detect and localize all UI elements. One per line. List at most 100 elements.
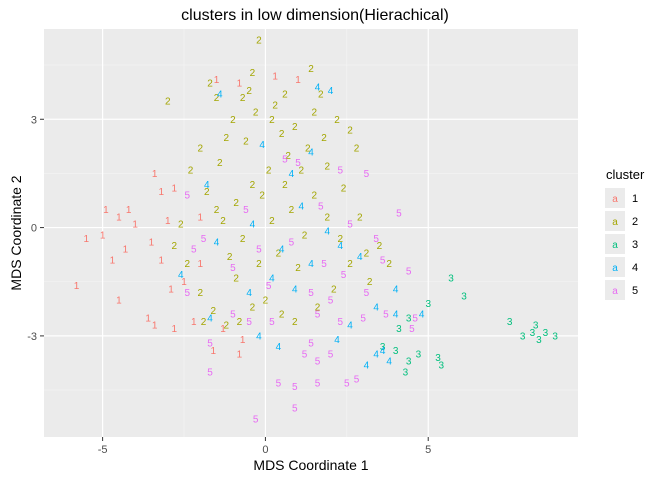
x-tick-label: 0 bbox=[262, 444, 268, 456]
point: 3 bbox=[406, 357, 412, 368]
point: 1 bbox=[211, 346, 217, 357]
point: 2 bbox=[331, 284, 337, 295]
y-axis-title: MDS Coordinate 2 bbox=[8, 175, 24, 290]
point: 2 bbox=[198, 288, 204, 299]
point: 2 bbox=[269, 216, 275, 227]
point: 2 bbox=[165, 97, 171, 108]
point: 1 bbox=[295, 75, 301, 86]
point: 4 bbox=[276, 342, 282, 353]
point: 1 bbox=[84, 234, 90, 245]
point: 2 bbox=[240, 93, 246, 104]
point: 2 bbox=[282, 180, 288, 191]
point: 5 bbox=[341, 270, 347, 281]
point: 2 bbox=[279, 310, 285, 321]
point: 1 bbox=[132, 219, 138, 230]
point: 5 bbox=[315, 378, 321, 389]
legend-key bbox=[605, 257, 625, 277]
point: 2 bbox=[227, 252, 233, 263]
point: 2 bbox=[188, 165, 194, 176]
point: 4 bbox=[380, 346, 386, 357]
point: 2 bbox=[282, 89, 288, 100]
point: 2 bbox=[324, 162, 330, 173]
point: 2 bbox=[285, 151, 291, 162]
legend: cluster a 1 a 2 a 3 a 4 a 5 bbox=[605, 167, 645, 300]
point: 2 bbox=[364, 248, 370, 259]
point: 4 bbox=[419, 310, 425, 321]
point: 2 bbox=[256, 35, 262, 46]
point: 2 bbox=[289, 205, 295, 216]
point: 1 bbox=[181, 277, 187, 288]
point: 2 bbox=[311, 191, 317, 202]
point: 5 bbox=[308, 288, 314, 299]
point: 1 bbox=[165, 216, 171, 227]
point: 2 bbox=[292, 122, 298, 133]
point: 5 bbox=[207, 368, 213, 379]
point: 5 bbox=[409, 324, 415, 335]
point: 2 bbox=[233, 274, 239, 285]
point: 3 bbox=[438, 360, 444, 371]
point: 1 bbox=[74, 281, 80, 292]
point: 5 bbox=[292, 382, 298, 393]
y-tick-label: 0 bbox=[31, 223, 37, 235]
point: 2 bbox=[263, 295, 269, 306]
x-axis-ticks: -5 0 5 bbox=[98, 437, 431, 456]
point: 4 bbox=[393, 284, 399, 295]
point: 1 bbox=[214, 75, 220, 86]
point: 1 bbox=[103, 205, 109, 216]
point: 2 bbox=[315, 303, 321, 314]
legend-label: 2 bbox=[632, 216, 638, 228]
point: 1 bbox=[145, 313, 151, 324]
point: 4 bbox=[334, 335, 340, 346]
point: 5 bbox=[406, 266, 412, 277]
point: 3 bbox=[507, 317, 513, 328]
point: 5 bbox=[191, 245, 197, 256]
point: 4 bbox=[279, 245, 285, 256]
point: 2 bbox=[321, 133, 327, 144]
point: 5 bbox=[184, 191, 190, 202]
point: 4 bbox=[324, 227, 330, 238]
point: 4 bbox=[269, 274, 275, 285]
point: 1 bbox=[240, 335, 246, 346]
point: 5 bbox=[412, 313, 418, 324]
point: 3 bbox=[393, 346, 399, 357]
point: 4 bbox=[308, 147, 314, 158]
point: 5 bbox=[276, 378, 282, 389]
point: 4 bbox=[373, 349, 379, 360]
point: 5 bbox=[321, 259, 327, 270]
point: 4 bbox=[298, 201, 304, 212]
legend-symbol: a bbox=[612, 194, 618, 205]
point: 5 bbox=[266, 281, 272, 292]
point: 5 bbox=[246, 317, 252, 328]
point: 1 bbox=[198, 212, 204, 223]
point: 5 bbox=[230, 263, 236, 274]
point: 3 bbox=[380, 342, 386, 353]
point: 2 bbox=[250, 68, 256, 79]
point: 2 bbox=[198, 144, 204, 155]
point: 2 bbox=[295, 263, 301, 274]
point: 5 bbox=[383, 310, 389, 321]
point: 2 bbox=[171, 241, 177, 252]
point: 4 bbox=[204, 180, 210, 191]
point: 4 bbox=[289, 169, 295, 180]
x-tick-label: -5 bbox=[98, 444, 108, 456]
point: 2 bbox=[377, 241, 383, 252]
point: 3 bbox=[396, 324, 402, 335]
point: 1 bbox=[123, 245, 129, 256]
chart-title: clusters in low dimension(Hierachical) bbox=[181, 7, 449, 24]
point: 2 bbox=[357, 212, 363, 223]
legend-key bbox=[605, 188, 625, 208]
grid bbox=[44, 29, 578, 437]
point: 1 bbox=[158, 256, 164, 267]
point: 4 bbox=[357, 252, 363, 263]
point: 4 bbox=[292, 284, 298, 295]
point: 5 bbox=[282, 154, 288, 165]
point: 3 bbox=[416, 349, 422, 360]
point: 2 bbox=[305, 144, 311, 155]
point: 5 bbox=[295, 158, 301, 169]
point: 5 bbox=[344, 378, 350, 389]
legend-label: 5 bbox=[632, 285, 638, 297]
point: 5 bbox=[315, 310, 321, 321]
point: 5 bbox=[396, 209, 402, 220]
